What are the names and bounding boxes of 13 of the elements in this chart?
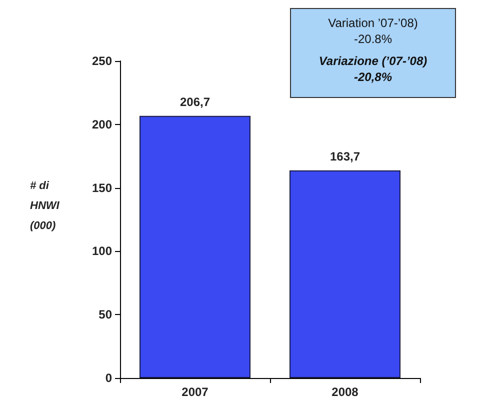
y-axis-title: # di HNWI (000)	[30, 180, 60, 232]
y-tick-label: 100	[92, 244, 112, 258]
y-tick-label: 250	[92, 54, 112, 68]
y-tick-label: 0	[105, 371, 112, 385]
y-tick-label: 150	[92, 180, 112, 195]
data-label: 163,7	[330, 149, 360, 164]
data-label: 206,7	[180, 94, 210, 109]
y-tick-label: 200	[92, 117, 112, 132]
x-tick-label: 2007	[182, 385, 209, 399]
note-box: Variation ’07-’08) -20.8% Variazione (’07-’08) -20,8%	[290, 8, 456, 98]
y-tick-label: 50	[98, 308, 112, 322]
x-tick-label: 2008	[332, 385, 359, 399]
annotation: Variazione (’07-’08) -20,8%	[318, 53, 428, 85]
